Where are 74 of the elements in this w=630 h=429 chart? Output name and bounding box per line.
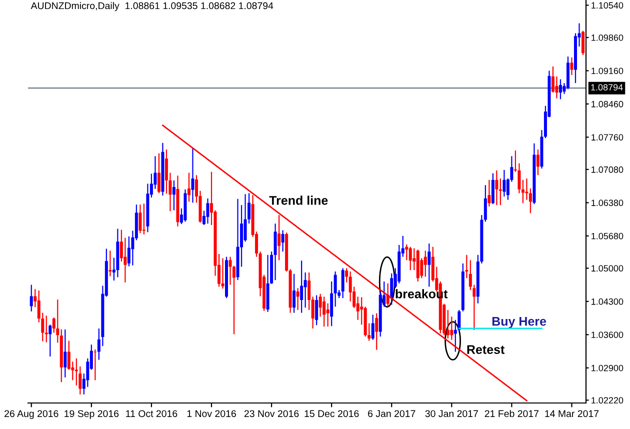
annotation: Trend line <box>269 196 328 205</box>
candlestick <box>206 198 210 224</box>
candlestick <box>187 172 190 202</box>
candlestick <box>484 184 487 222</box>
x-tick-label: 19 Sep 2016 <box>64 410 119 420</box>
y-tick-label: 1.07080 <box>592 166 624 173</box>
candlestick <box>581 30 584 56</box>
candlestick <box>495 170 498 206</box>
candlestick <box>558 78 562 100</box>
x-tick-label: 21 Feb 2017 <box>484 410 539 418</box>
candlestick <box>281 230 284 252</box>
y-tick-label: 1.06380 <box>592 200 624 206</box>
annotation: Buy Here <box>492 317 546 328</box>
y-tick-label: 1.05680 <box>592 232 624 240</box>
candlestick <box>330 280 334 327</box>
chart-title: AUDNZDmicro,Daily 1.08861 1.09535 1.08682 1.08794 <box>30 2 274 12</box>
candlestick <box>570 56 574 76</box>
candlestick <box>334 270 337 308</box>
candlestick <box>488 179 491 208</box>
candlestick <box>315 294 318 326</box>
x-tick-label: 6 Jan 2017 <box>368 410 416 418</box>
candlestick <box>191 148 194 204</box>
x-tick-label: 23 Nov 2016 <box>244 410 299 418</box>
candlestick <box>371 314 374 340</box>
candlestick <box>322 296 326 328</box>
x-tick-label: 15 Dec 2016 <box>304 410 359 418</box>
x-tick-label: 11 Oct 2016 <box>126 410 178 418</box>
candlestick <box>138 204 142 234</box>
y-tick-label: 1.04300 <box>592 298 624 305</box>
y-tick-label: 1.07760 <box>592 134 624 141</box>
candlestick <box>428 242 431 288</box>
candlestick <box>345 268 348 283</box>
candlestick <box>502 169 506 198</box>
candlestick <box>48 324 52 358</box>
x-tick-label: 30 Jan 2017 <box>425 410 478 418</box>
candlestick <box>326 302 330 328</box>
candlestick <box>304 272 307 308</box>
candlestick <box>491 172 494 205</box>
candlestick <box>142 203 146 236</box>
candlestick <box>108 250 112 277</box>
candlestick <box>274 223 277 281</box>
x-tick-label: 26 Aug 2016 <box>4 410 58 420</box>
candlestick <box>94 348 97 381</box>
candlestick <box>44 315 48 343</box>
candlestick <box>498 178 502 206</box>
candlestick <box>465 254 468 279</box>
y-tick-label: 1.10540 <box>592 2 624 9</box>
annotation: Retest <box>467 345 505 354</box>
y-tick-label: 1.02900 <box>592 364 624 372</box>
candlestick <box>296 288 300 311</box>
candlestick <box>292 273 296 314</box>
y-tick-label: 1.08460 <box>592 100 624 108</box>
y-tick-label: 1.02220 <box>592 397 624 404</box>
y-tick-label: 1.09860 <box>592 34 624 41</box>
y-tick-label: 1.09160 <box>592 68 624 74</box>
candlestick <box>300 260 304 314</box>
y-tick-label: 1.05000 <box>592 265 624 272</box>
candlestick <box>408 246 412 271</box>
candlestick <box>278 214 281 261</box>
candlestick <box>157 152 160 194</box>
candlestick <box>64 328 67 378</box>
x-tick-label: 1 Nov 2016 <box>187 410 236 418</box>
y-tick-label: 1.03600 <box>592 332 624 338</box>
candlestick <box>56 298 60 344</box>
candlestick <box>375 312 378 350</box>
candlestick <box>172 180 176 211</box>
candlestick <box>536 148 540 176</box>
candlestick <box>450 316 454 340</box>
candlestick <box>30 284 33 312</box>
candlestick <box>390 272 394 306</box>
x-tick-label: 14 Mar 2017 <box>545 410 599 418</box>
candlestick <box>341 268 344 299</box>
candlestick <box>424 250 427 278</box>
ref-line-label: 1.08794 <box>591 84 623 91</box>
